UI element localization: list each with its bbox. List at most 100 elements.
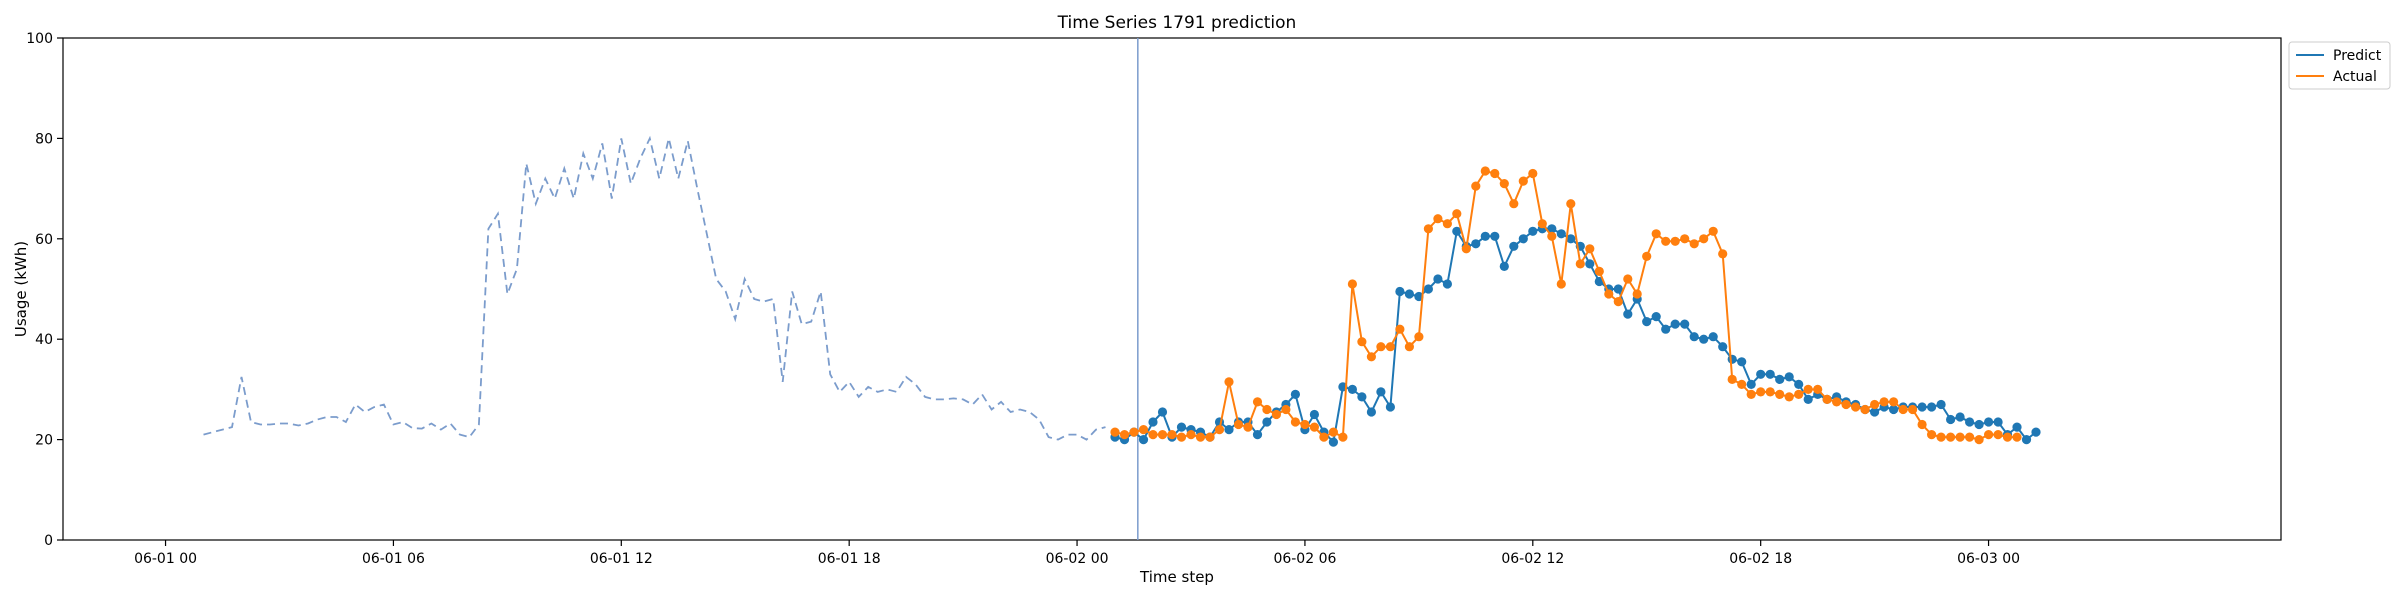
point-actual (1556, 279, 1566, 289)
point-predict (1499, 261, 1509, 271)
x-tick-label: 06-02 18 (1729, 551, 1792, 567)
point-actual (1281, 404, 1291, 415)
point-predict (1138, 435, 1149, 445)
point-actual (2012, 432, 2022, 442)
point-predict (1765, 369, 1775, 379)
point-actual (1347, 279, 1357, 289)
point-actual (1528, 168, 1538, 179)
point-actual (1499, 179, 1509, 189)
point-actual (1955, 432, 1965, 442)
point-predict (1509, 241, 1519, 251)
point-predict (1661, 324, 1671, 334)
x-tick-label: 06-01 00 (134, 551, 197, 567)
point-predict (1471, 239, 1481, 249)
x-tick-label: 06-03 00 (1957, 551, 2020, 567)
point-actual (1471, 181, 1481, 191)
chart-title: Time Series 1791 prediction (1057, 13, 1297, 33)
point-predict (1803, 394, 1813, 404)
point-predict (1376, 387, 1386, 397)
point-predict (1262, 417, 1272, 427)
point-actual (1699, 234, 1709, 244)
point-actual (1271, 409, 1281, 420)
point-predict (1965, 417, 1975, 427)
point-predict (1870, 407, 1880, 417)
point-actual (1775, 389, 1785, 399)
point-predict (1547, 224, 1557, 234)
point-actual (1870, 399, 1880, 410)
point-actual (1433, 214, 1443, 224)
point-actual (1784, 392, 1794, 402)
point-actual (1461, 244, 1471, 254)
point-predict (1385, 402, 1395, 412)
x-tick-label: 06-01 12 (590, 551, 653, 567)
point-actual (1167, 430, 1177, 440)
point-predict (2031, 427, 2041, 437)
point-predict (1623, 309, 1633, 319)
point-actual (1110, 427, 1120, 437)
point-actual (1205, 432, 1215, 442)
point-actual (1376, 342, 1386, 352)
point-predict (1699, 334, 1709, 344)
point-predict (2021, 435, 2032, 445)
point-actual (1756, 387, 1766, 397)
point-predict (1689, 332, 1699, 342)
point-actual (1300, 419, 1310, 430)
legend: Predict Actual (2288, 41, 2391, 90)
point-predict (1252, 430, 1263, 440)
point-predict (1775, 374, 1785, 384)
point-actual (1214, 425, 1225, 435)
point-predict (1414, 291, 1424, 302)
point-actual (1879, 397, 1889, 407)
point-predict (1157, 407, 1168, 417)
point-predict (1708, 332, 1718, 342)
point-actual (1794, 389, 1804, 399)
point-predict (1566, 234, 1576, 244)
point-actual (1718, 249, 1728, 259)
point-actual (1423, 224, 1433, 234)
point-actual (1537, 219, 1547, 229)
point-actual (1946, 432, 1956, 442)
point-actual (1936, 432, 1946, 442)
point-predict (1746, 379, 1756, 389)
point-predict (1556, 229, 1566, 239)
point-predict (1737, 357, 1747, 367)
point-actual (1680, 234, 1690, 244)
point-actual (1509, 199, 1519, 209)
point-actual (1148, 430, 1158, 440)
x-tick-label: 06-02 06 (1273, 551, 1336, 567)
point-actual (1566, 199, 1576, 209)
point-actual (1708, 226, 1718, 236)
point-actual (1252, 397, 1263, 407)
point-predict (1794, 379, 1804, 389)
point-predict (1176, 422, 1187, 432)
point-actual (1860, 404, 1870, 415)
point-actual (1727, 374, 1737, 384)
point-actual (1898, 404, 1908, 415)
point-predict (1784, 372, 1794, 382)
point-actual (1319, 432, 1329, 442)
point-predict (1328, 437, 1338, 447)
point-actual (1119, 430, 1130, 440)
point-actual (1195, 432, 1206, 442)
point-actual (1385, 342, 1395, 352)
point-predict (1936, 399, 1946, 410)
point-actual (1689, 239, 1699, 249)
point-actual (1841, 399, 1851, 410)
point-actual (1357, 337, 1367, 347)
point-predict (1366, 407, 1376, 417)
plot-frame (62, 37, 2282, 541)
y-tick-label: 60 (35, 232, 53, 248)
point-actual (1965, 432, 1975, 442)
point-predict (1889, 404, 1899, 415)
point-predict (1290, 389, 1300, 399)
point-actual (1984, 430, 1994, 440)
point-actual (1395, 324, 1405, 334)
point-actual (1889, 397, 1899, 407)
point-predict (1917, 402, 1927, 412)
point-actual (1917, 419, 1927, 430)
point-actual (1613, 297, 1623, 307)
x-tick-label: 06-02 12 (1501, 551, 1564, 567)
point-predict (1984, 417, 1994, 427)
point-predict (1528, 226, 1538, 236)
point-actual (1632, 289, 1642, 299)
